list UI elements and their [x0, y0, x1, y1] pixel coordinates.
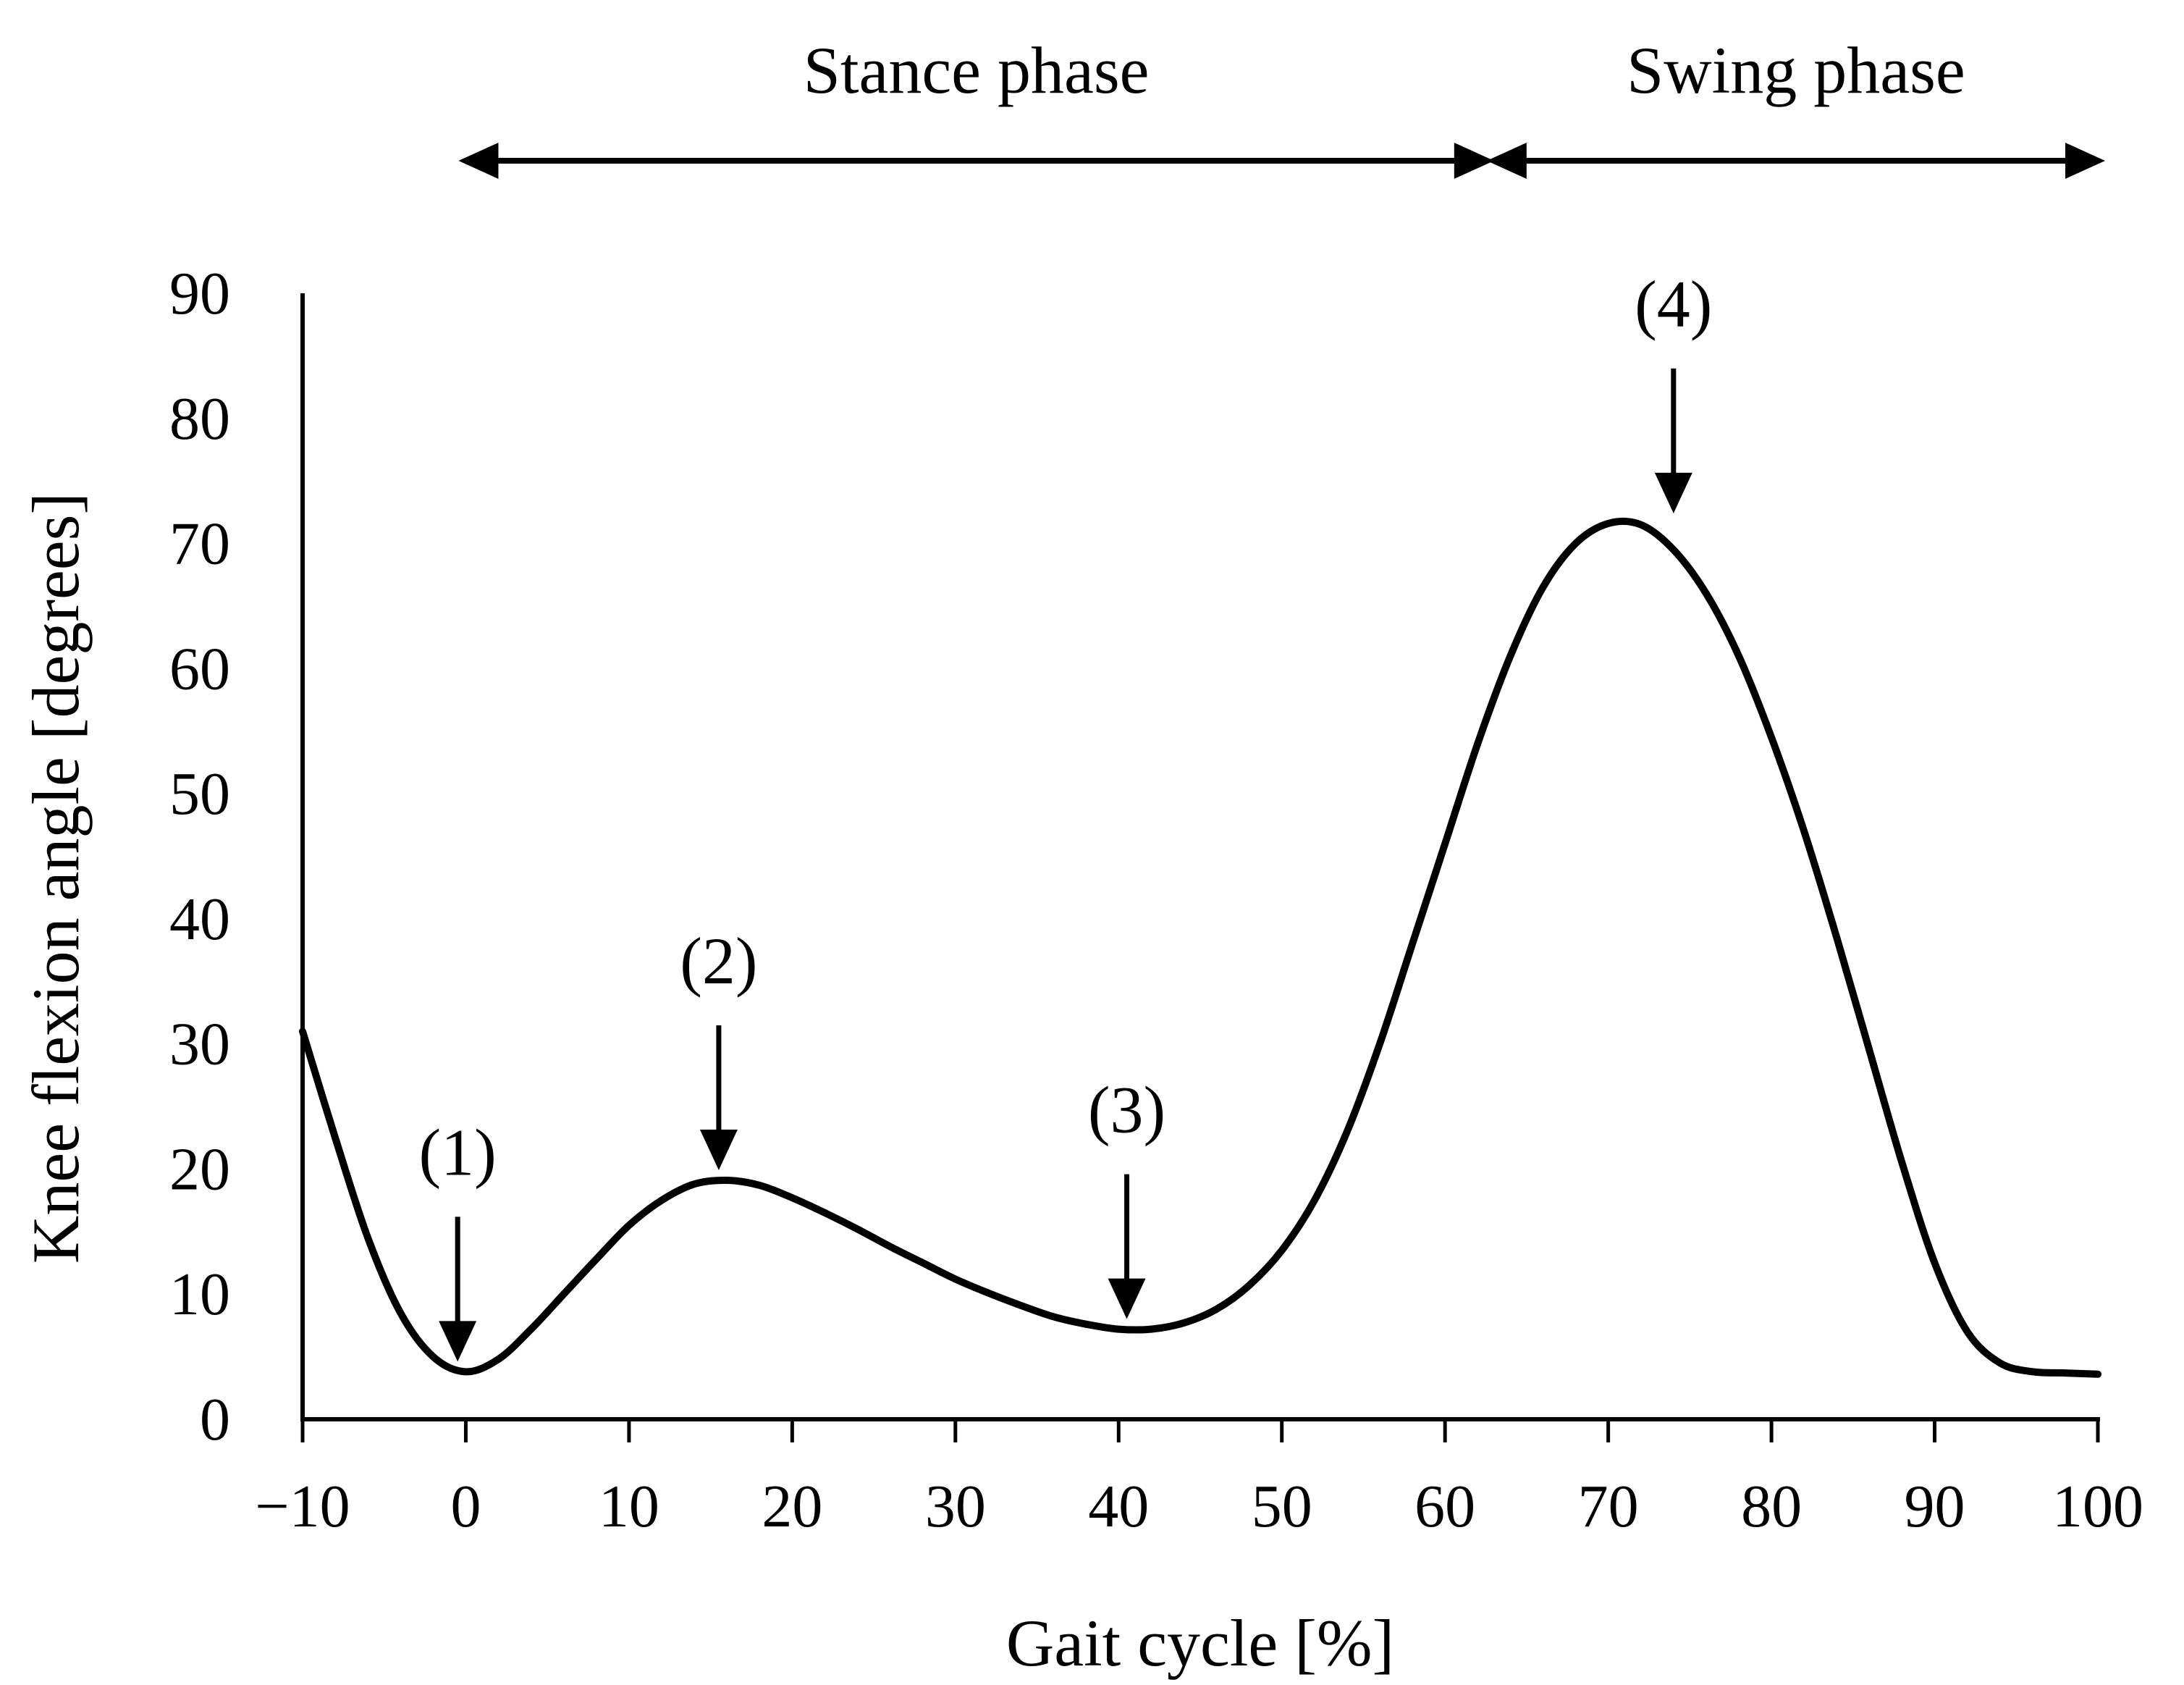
y-tick-label: 50 [169, 760, 230, 828]
x-tick-label: 70 [1578, 1473, 1639, 1540]
series-layer [299, 517, 2101, 1378]
annotation-label: (2) [680, 924, 757, 998]
x-tick-label: 0 [450, 1473, 481, 1540]
x-tick-label: 10 [599, 1473, 659, 1540]
x-tick-label: 60 [1414, 1473, 1475, 1540]
annotation-arrow-head [1654, 472, 1692, 513]
x-tick-label: 100 [2052, 1473, 2143, 1540]
series-line-knee-flexion [299, 517, 2101, 1378]
y-tick-label: 40 [169, 886, 230, 953]
x-axis-ticks: −10 0 10 20 30 40 50 60 70 80 90 100 [255, 1419, 2143, 1540]
annotation-label: (3) [1088, 1073, 1165, 1147]
y-tick-label: 70 [169, 510, 230, 578]
y-axis-label: Knee flexion angle [degrees] [19, 492, 93, 1264]
phase-arrow-head-right [1454, 143, 1494, 179]
x-tick-label: 20 [762, 1473, 822, 1540]
phase-label: Swing phase [1627, 33, 1965, 107]
annotation-arrow-head [439, 1321, 477, 1362]
annotation-label: (4) [1635, 267, 1712, 341]
annotation-arrow-head [699, 1129, 738, 1170]
x-tick-label: 30 [925, 1473, 986, 1540]
phase-arrow-head-right [2065, 143, 2105, 179]
phase-arrow-head-left [1486, 143, 1527, 179]
y-tick-label: 90 [169, 260, 230, 327]
axes [300, 293, 2100, 1421]
x-tick-label: 50 [1252, 1473, 1312, 1540]
x-tick-label: 90 [1905, 1473, 1965, 1540]
y-tick-label: 30 [169, 1011, 230, 1078]
y-tick-label: 60 [169, 635, 230, 702]
y-tick-label: 80 [169, 385, 230, 453]
phase-arrows: Stance phase Swing phase [458, 33, 2105, 179]
y-tick-label: 20 [169, 1135, 230, 1203]
annotations: (1) (2) (3) (4) [419, 267, 1712, 1362]
y-axis-ticks: 0 10 20 30 40 50 60 70 80 90 [169, 260, 230, 1453]
x-tick-label: 40 [1088, 1473, 1149, 1540]
x-tick-label: −10 [255, 1473, 350, 1540]
annotation-label: (1) [419, 1115, 497, 1189]
y-tick-label: 10 [169, 1261, 230, 1328]
annotation-arrow-head [1108, 1278, 1146, 1319]
y-tick-label: 0 [200, 1386, 230, 1453]
x-axis-label: Gait cycle [%] [1006, 1606, 1394, 1680]
phase-arrow-head-left [458, 143, 499, 179]
x-tick-label: 80 [1741, 1473, 1802, 1540]
phase-label: Stance phase [804, 33, 1150, 107]
